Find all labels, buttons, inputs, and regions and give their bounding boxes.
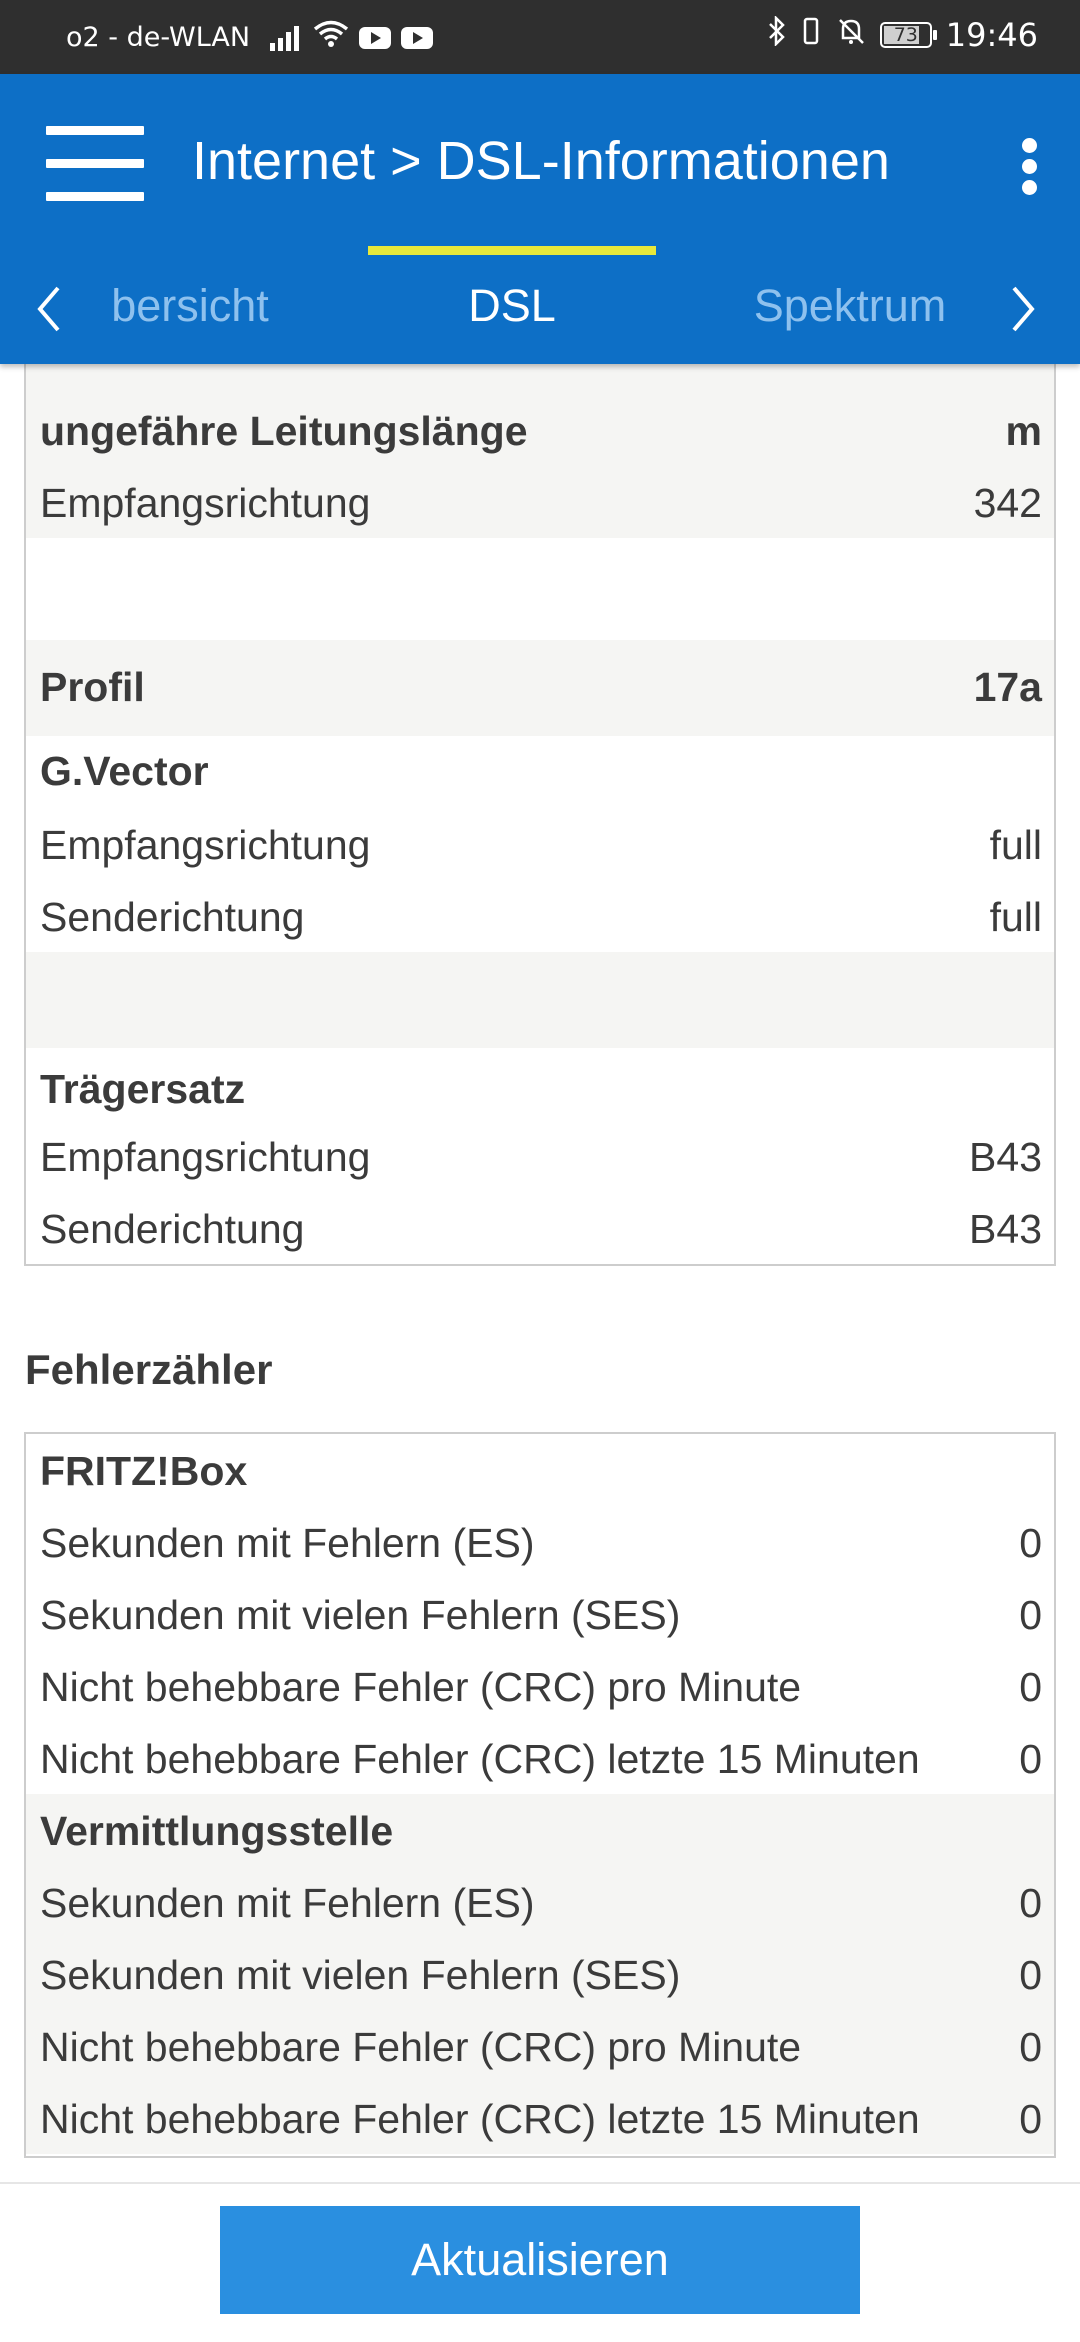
- g-vector-heading: G.Vector: [40, 748, 209, 794]
- group-heading: FRITZ!Box: [40, 1448, 248, 1494]
- table-row: Sekunden mit Fehlern (ES) 0: [26, 1866, 1054, 1938]
- row-label: Sekunden mit vielen Fehlern (SES): [40, 1952, 681, 1998]
- table-row: Trägersatz: [26, 1048, 1054, 1120]
- row-value: 0: [1019, 1520, 1042, 1566]
- wifi-icon: [313, 20, 349, 55]
- table-row: Empfangsrichtung 342: [26, 466, 1054, 538]
- table-row: Empfangsrichtung full: [26, 808, 1054, 880]
- table-row: Profil 17a: [26, 640, 1054, 736]
- overflow-menu-button[interactable]: [1020, 138, 1040, 195]
- line-length-heading: ungefähre Leitungslänge: [40, 408, 528, 454]
- line-length-unit: m: [1005, 408, 1042, 454]
- signal-icon: [270, 25, 300, 51]
- carrier-label: o2 - de-WLAN: [66, 22, 251, 53]
- app-bar: Internet > DSL-Informationen bersicht DS…: [0, 74, 1080, 364]
- footer-bar: Aktualisieren: [0, 2182, 1080, 2342]
- row-label: Sekunden mit Fehlern (ES): [40, 1520, 535, 1566]
- mute-notifications-icon: [836, 16, 866, 54]
- row-value: B43: [969, 1134, 1042, 1180]
- battery-level: 73: [893, 24, 918, 46]
- row-value: 342: [973, 480, 1042, 526]
- row-value: 0: [1019, 1952, 1042, 1998]
- table-row: [26, 952, 1054, 1048]
- row-label: Nicht behebbare Fehler (CRC) pro Minute: [40, 2024, 802, 2070]
- row-value: 0: [1019, 1736, 1042, 1782]
- section-title: Fehlerzähler: [25, 1346, 273, 1393]
- row-value: 0: [1019, 1664, 1042, 1710]
- carrier-set-heading: Trägersatz: [40, 1066, 246, 1112]
- table-row: Sekunden mit vielen Fehlern (SES) 0: [26, 1578, 1054, 1650]
- tabs-scroll-left-button[interactable]: [34, 254, 94, 358]
- row-label: Nicht behebbare Fehler (CRC) letzte 15 M…: [40, 1736, 920, 1782]
- table-row: Nicht behebbare Fehler (CRC) letzte 15 M…: [26, 1722, 1054, 1794]
- table-row: Senderichtung full: [26, 880, 1054, 952]
- more-vert-icon: [1022, 138, 1037, 153]
- table-row: Nicht behebbare Fehler (CRC) pro Minute …: [26, 2010, 1054, 2082]
- row-label: Sekunden mit Fehlern (ES): [40, 1880, 535, 1926]
- table-row: Senderichtung B43: [26, 1192, 1054, 1264]
- active-tab-indicator: [368, 246, 656, 255]
- group-heading: Vermittlungsstelle: [40, 1808, 394, 1854]
- table-row: Vermittlungsstelle: [26, 1794, 1054, 1866]
- row-value: 0: [1019, 1880, 1042, 1926]
- page-title: Internet > DSL-Informationen: [192, 131, 890, 191]
- tabs-scroll-right-button[interactable]: [1008, 254, 1068, 358]
- bluetooth-icon: [768, 14, 786, 54]
- battery-icon: 73: [879, 22, 937, 48]
- profile-value: 17a: [973, 664, 1042, 710]
- table-row: ungefähre Leitungslänge m: [26, 394, 1054, 466]
- row-label: Senderichtung: [40, 894, 305, 940]
- tab-bar: bersicht DSL Spektrum: [0, 254, 1080, 364]
- error-counter-table: FRITZ!Box Sekunden mit Fehlern (ES) 0 Se…: [24, 1432, 1056, 2158]
- table-row: G.Vector: [26, 736, 1054, 808]
- table-row: Nicht behebbare Fehler (CRC) letzte 15 M…: [26, 2082, 1054, 2154]
- line-info-table: ungefähre Leitungslänge m Empfangsrichtu…: [24, 330, 1056, 1266]
- row-value: B43: [969, 1206, 1042, 1252]
- row-label: Empfangsrichtung: [40, 480, 371, 526]
- table-row: FRITZ!Box: [26, 1434, 1054, 1506]
- row-label: Nicht behebbare Fehler (CRC) letzte 15 M…: [40, 2096, 920, 2142]
- refresh-button[interactable]: Aktualisieren: [220, 2206, 860, 2314]
- status-bar: o2 - de-WLAN 73 19:46: [0, 0, 1080, 74]
- table-row: Nicht behebbare Fehler (CRC) pro Minute …: [26, 1650, 1054, 1722]
- tab-dsl[interactable]: DSL: [468, 280, 556, 331]
- row-value: full: [989, 822, 1042, 868]
- row-label: Empfangsrichtung: [40, 822, 371, 868]
- row-label: Sekunden mit vielen Fehlern (SES): [40, 1592, 681, 1638]
- chevron-right-icon: [1012, 286, 1035, 332]
- table-row: Sekunden mit Fehlern (ES) 0: [26, 1506, 1054, 1578]
- table-row: Empfangsrichtung B43: [26, 1120, 1054, 1192]
- tab-overview[interactable]: bersicht: [111, 280, 269, 331]
- profile-label: Profil: [40, 664, 145, 710]
- table-row: Sekunden mit vielen Fehlern (SES) 0: [26, 1938, 1054, 2010]
- youtube-icon: [401, 26, 434, 49]
- row-label: Empfangsrichtung: [40, 1134, 371, 1180]
- row-value: 0: [1019, 2096, 1042, 2142]
- youtube-icon: [359, 26, 392, 49]
- row-value: 0: [1019, 2024, 1042, 2070]
- row-value: full: [989, 894, 1042, 940]
- menu-button[interactable]: [46, 126, 144, 202]
- row-label: Nicht behebbare Fehler (CRC) pro Minute: [40, 1664, 802, 1710]
- clock: 19:46: [945, 16, 1038, 54]
- row-label: Senderichtung: [40, 1206, 305, 1252]
- row-value: 0: [1019, 1592, 1042, 1638]
- vibrate-icon: [800, 16, 822, 54]
- tab-spectrum[interactable]: Spektrum: [753, 280, 947, 331]
- hamburger-icon: [46, 126, 144, 135]
- chevron-left-icon: [37, 286, 60, 332]
